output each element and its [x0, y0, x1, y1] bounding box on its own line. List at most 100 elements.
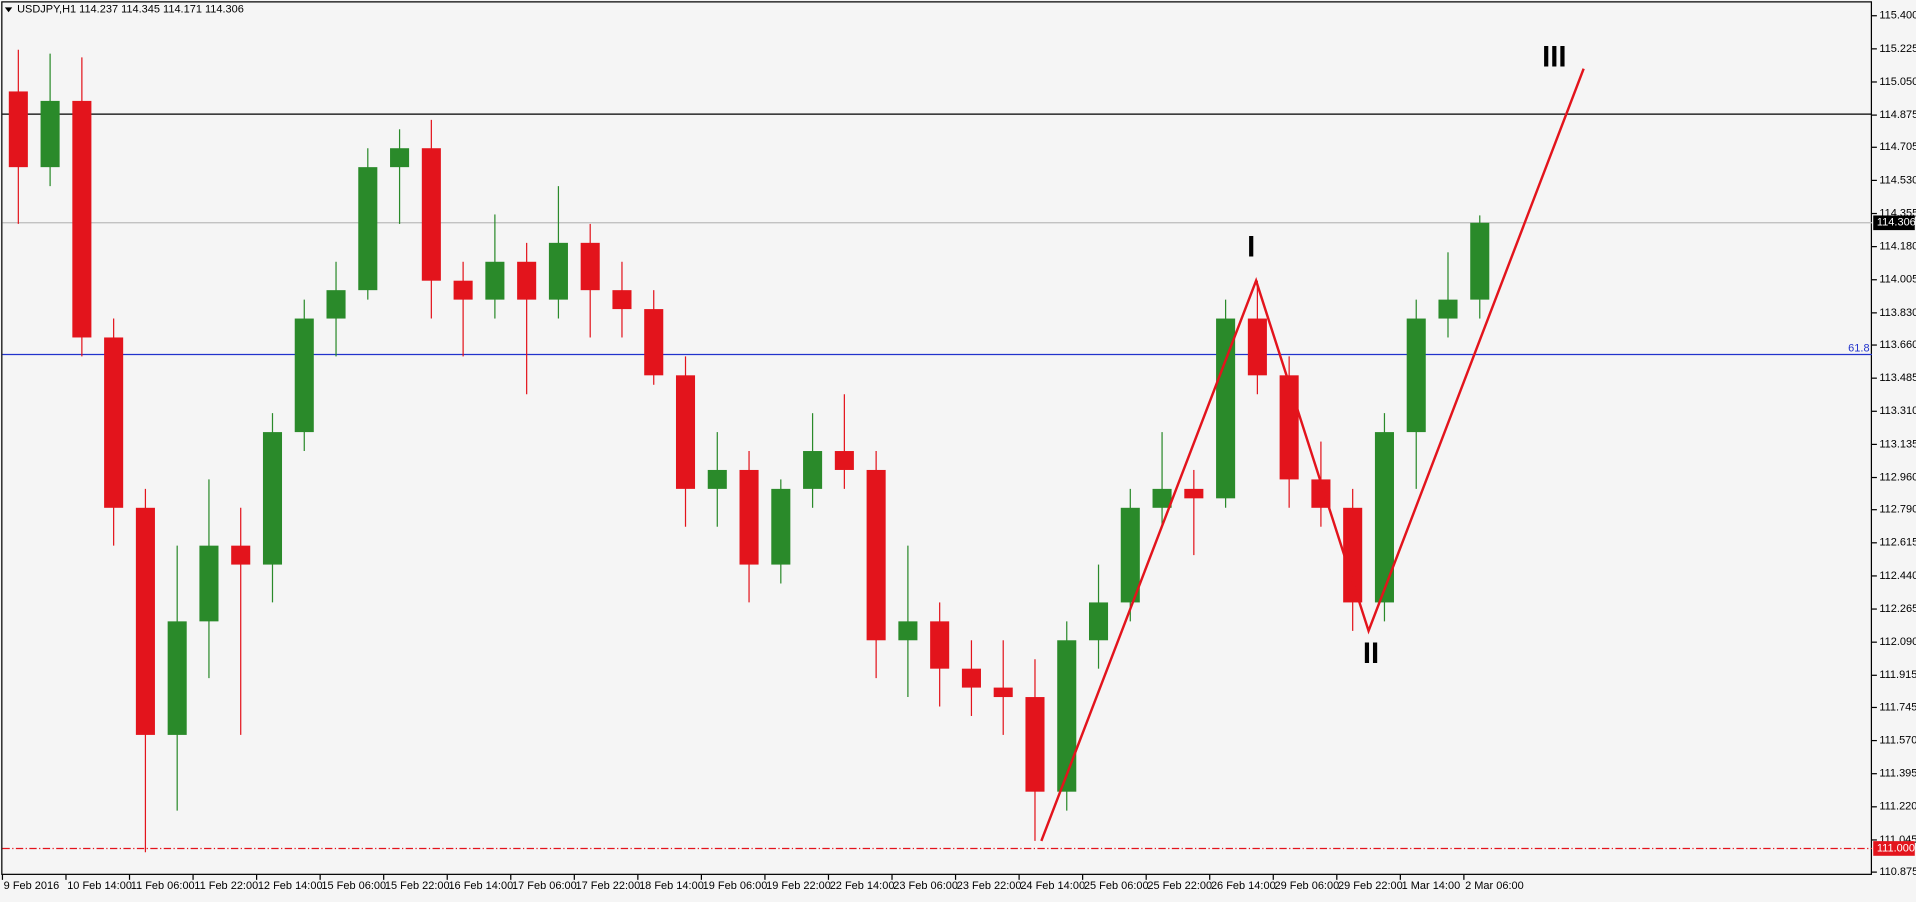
candle-body	[485, 261, 505, 300]
x-tick-label: 10 Feb 14:00	[67, 880, 132, 892]
x-tick-label: 16 Feb 14:00	[448, 880, 513, 892]
y-tick-label: 110.875	[1879, 866, 1916, 878]
x-tick-label: 26 Feb 14:00	[1211, 880, 1276, 892]
candle-body	[739, 469, 759, 565]
y-tick-label: 114.705	[1879, 141, 1916, 153]
x-tick-label: 11 Feb 06:00	[131, 880, 195, 892]
candle-body	[167, 621, 187, 735]
candle-body	[8, 91, 28, 168]
candle-body	[898, 621, 918, 641]
y-tick-label: 111.045	[1879, 834, 1916, 846]
candle-body	[104, 337, 124, 508]
y-tick-label: 112.960	[1879, 471, 1916, 483]
y-tick-label: 111.395	[1879, 768, 1916, 780]
candle-body	[453, 280, 473, 300]
candle-body	[580, 242, 600, 291]
candle-body	[421, 148, 441, 281]
y-tick-label: 113.310	[1879, 405, 1916, 417]
y-tick-label: 112.790	[1879, 504, 1916, 516]
candle-body	[326, 290, 346, 319]
candle-body	[1057, 640, 1077, 792]
wave-label: I	[1247, 231, 1255, 264]
y-tick-label: 112.440	[1879, 570, 1916, 582]
x-tick-label: 1 Mar 14:00	[1402, 880, 1461, 892]
candle-body	[1025, 697, 1045, 792]
y-tick-label: 114.180	[1879, 241, 1916, 253]
y-tick-label: 113.135	[1879, 438, 1916, 450]
support-price-label: 111.000	[1877, 842, 1915, 854]
candle-body	[707, 469, 727, 489]
x-tick-label: 9 Feb 2016	[4, 880, 60, 892]
x-tick-label: 25 Feb 06:00	[1084, 880, 1149, 892]
current-price-box	[1873, 215, 1915, 231]
candle-body	[548, 242, 568, 300]
candle-body	[1343, 507, 1363, 603]
x-tick-label: 17 Feb 06:00	[512, 880, 577, 892]
fib-label: 61.8	[1848, 342, 1869, 354]
y-tick-label: 114.005	[1879, 274, 1916, 286]
x-tick-label: 11 Feb 22:00	[194, 880, 258, 892]
wave-line	[1040, 68, 1585, 842]
x-tick-label: 23 Feb 22:00	[957, 880, 1022, 892]
menu-arrow[interactable]	[4, 7, 13, 13]
candle-body	[612, 290, 632, 310]
candle-body	[1120, 507, 1140, 603]
candle-body	[930, 621, 950, 669]
x-tick-label: 18 Feb 14:00	[639, 880, 704, 892]
y-tick-label: 113.485	[1879, 372, 1916, 384]
candle-body	[1184, 488, 1204, 499]
candle-body	[1470, 222, 1490, 300]
y-tick-label: 115.050	[1879, 76, 1916, 88]
x-tick-label: 25 Feb 22:00	[1147, 880, 1212, 892]
current-price-label: 114.306	[1877, 217, 1916, 229]
x-tick-label: 15 Feb 06:00	[321, 880, 386, 892]
x-tick-label: 12 Feb 14:00	[258, 880, 323, 892]
candle-body	[771, 488, 791, 565]
candle-body	[1247, 318, 1267, 376]
y-tick-label: 113.830	[1879, 307, 1916, 319]
candle-body	[993, 687, 1013, 698]
candle-body	[644, 309, 664, 376]
x-tick-label: 24 Feb 14:00	[1020, 880, 1085, 892]
candle-body	[231, 545, 251, 565]
candle-body	[1374, 432, 1394, 603]
y-tick-label: 115.400	[1879, 10, 1916, 22]
candle-body	[1406, 318, 1426, 433]
candle-body	[517, 261, 537, 300]
candle-body	[1438, 299, 1458, 319]
x-tick-label: 22 Feb 14:00	[830, 880, 895, 892]
y-tick-label: 115.225	[1879, 43, 1916, 55]
candle-body	[358, 167, 378, 291]
y-tick-label: 112.615	[1879, 537, 1916, 549]
candle-body	[135, 507, 155, 735]
x-tick-label: 23 Feb 06:00	[893, 880, 958, 892]
candle-body	[675, 375, 696, 489]
x-tick-label: 19 Feb 06:00	[703, 880, 768, 892]
plot-frame	[1, 1, 1873, 875]
candle-body	[961, 668, 981, 688]
x-tick-label: 17 Feb 22:00	[576, 880, 641, 892]
candle-body	[294, 318, 314, 433]
wave-label: II	[1363, 637, 1379, 670]
y-tick-label: 112.265	[1879, 603, 1916, 615]
candle-body	[390, 148, 410, 168]
y-tick-label: 112.090	[1879, 636, 1916, 648]
x-tick-label: 15 Feb 22:00	[385, 880, 450, 892]
candle-body	[262, 432, 283, 565]
y-tick-label: 114.530	[1879, 174, 1916, 186]
candle-body	[1279, 375, 1299, 480]
x-tick-label: 29 Feb 22:00	[1338, 880, 1403, 892]
y-tick-label: 114.875	[1879, 109, 1916, 121]
x-tick-label: 29 Feb 06:00	[1274, 880, 1339, 892]
wave-label: III	[1542, 41, 1566, 74]
y-tick-label: 111.570	[1879, 734, 1916, 746]
candle-body	[803, 451, 823, 489]
y-tick-label: 111.745	[1879, 701, 1916, 713]
y-tick-label: 111.220	[1879, 801, 1916, 813]
candle-body	[1216, 318, 1236, 499]
candle-body	[1152, 488, 1172, 508]
y-tick-label: 113.660	[1879, 339, 1916, 351]
header: USDJPY,H1 114.237 114.345 114.171 114.30…	[17, 4, 244, 16]
